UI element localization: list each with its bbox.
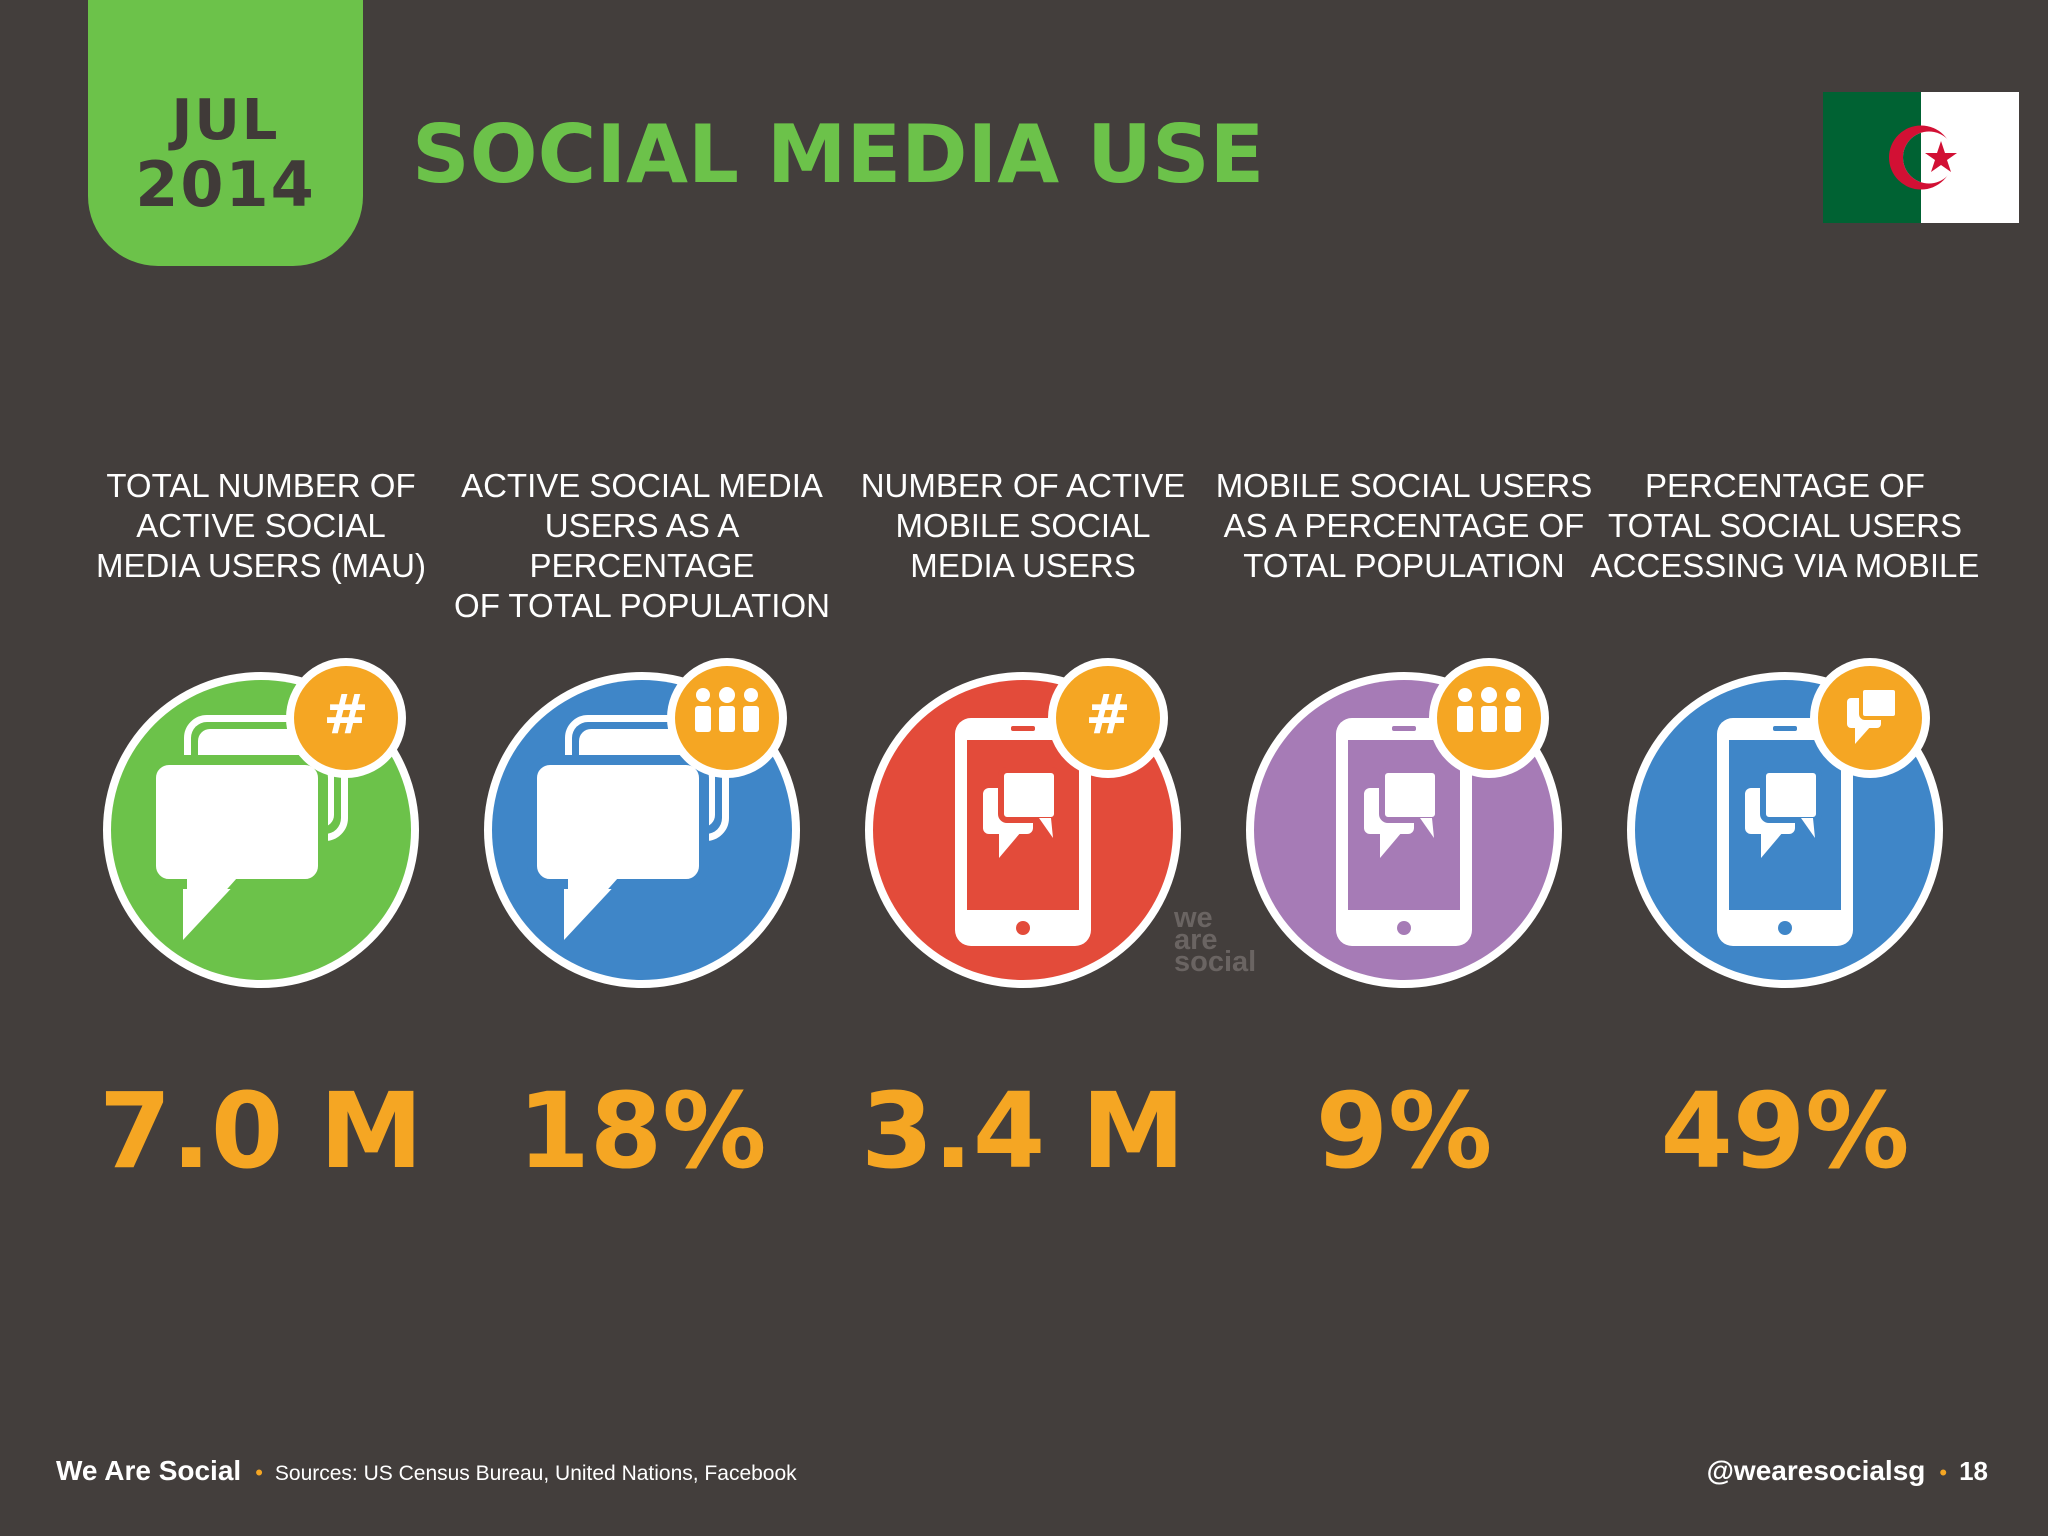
stat-label-line: ACTIVE SOCIAL <box>136 507 386 544</box>
people-icon <box>667 658 787 778</box>
algeria-flag-icon <box>1823 92 2019 223</box>
stat-label-line: PERCENTAGE OF <box>1645 467 1925 504</box>
svg-text:#: # <box>323 683 368 746</box>
stat-label-line: TOTAL SOCIAL USERS <box>1608 507 1962 544</box>
footer-handle: @wearesocialsg <box>1706 1455 1926 1486</box>
stat-circle-icon: # <box>865 658 1181 988</box>
hash-icon: # <box>1048 658 1168 778</box>
stat-label: PERCENTAGE OF TOTAL SOCIAL USERS ACCESSING… <box>1585 466 1985 586</box>
stat-label-line: NUMBER OF ACTIVE <box>860 467 1186 504</box>
stat-label-line: AS A PERCENTAGE OF <box>1223 507 1585 544</box>
stat-value: 9% <box>1315 1070 1493 1192</box>
mobile-chat-icon <box>1615 658 1955 1000</box>
stat-circle-icon <box>484 658 800 988</box>
hash-icon: # <box>286 658 406 778</box>
footer-left: We Are Social • Sources: US Census Burea… <box>56 1455 797 1487</box>
footer-sources: Sources: US Census Bureau, United Nation… <box>274 1462 797 1485</box>
stat-label-line: ACCESSING VIA MOBILE <box>1590 547 1980 584</box>
stat-label-line: MEDIA USERS (MAU) <box>95 547 427 584</box>
chat-bubbles-icon: # <box>91 658 431 1000</box>
stat-label-line: TOTAL POPULATION <box>1243 547 1565 584</box>
stat-value: 7.0 M <box>99 1070 423 1192</box>
stat-label-line: OF TOTAL POPULATION <box>454 587 830 624</box>
chat-bubbles-icon <box>1810 658 1930 778</box>
stat-label: TOTAL NUMBER OF ACTIVE SOCIAL MEDIA USERS … <box>61 466 461 586</box>
date-year: 2014 <box>135 148 316 221</box>
page-number: 18 <box>1959 1456 1988 1486</box>
chat-bubbles-icon <box>472 658 812 1000</box>
stat-label: NUMBER OF ACTIVE MOBILE SOCIAL MEDIA USERS <box>823 466 1223 586</box>
stat-value: 49% <box>1660 1070 1910 1192</box>
footer-right: @wearesocialsg • 18 <box>1707 1455 1988 1487</box>
stat-circle-icon <box>1627 658 1943 988</box>
stat-label-line: MOBILE SOCIAL <box>895 507 1151 544</box>
date-tab: JUL 2014 <box>88 0 363 266</box>
stat-label-line: USERS AS A PERCENTAGE <box>529 507 755 584</box>
page-title: SOCIAL MEDIA USE <box>412 108 1265 201</box>
stat-label: ACTIVE SOCIAL MEDIA USERS AS A PERCENTAGE… <box>442 466 842 626</box>
stat-circle-icon: # <box>103 658 419 988</box>
mobile-chat-icon: # <box>853 658 1193 1000</box>
mobile-chat-icon <box>1234 658 1574 1000</box>
stat-label: MOBILE SOCIAL USERS AS A PERCENTAGE OF TOT… <box>1204 466 1604 586</box>
stat-label-line: TOTAL NUMBER OF <box>106 467 416 504</box>
stat-label-line: ACTIVE SOCIAL MEDIA <box>461 467 823 504</box>
watermark-logo: we are social <box>1174 902 1257 978</box>
stat-value: 18% <box>517 1070 767 1192</box>
svg-text:#: # <box>1085 683 1130 746</box>
footer-separator: • <box>1939 1460 1948 1485</box>
people-icon <box>1429 658 1549 778</box>
stat-circle-icon <box>1246 658 1562 988</box>
stat-label-line: MEDIA USERS <box>910 547 1136 584</box>
stat-label-line: MOBILE SOCIAL USERS <box>1215 467 1593 504</box>
footer-separator: • <box>255 1460 263 1485</box>
footer-brand: We Are Social <box>56 1455 242 1486</box>
stat-value: 3.4 M <box>861 1070 1185 1192</box>
date-month: JUL <box>171 88 280 153</box>
